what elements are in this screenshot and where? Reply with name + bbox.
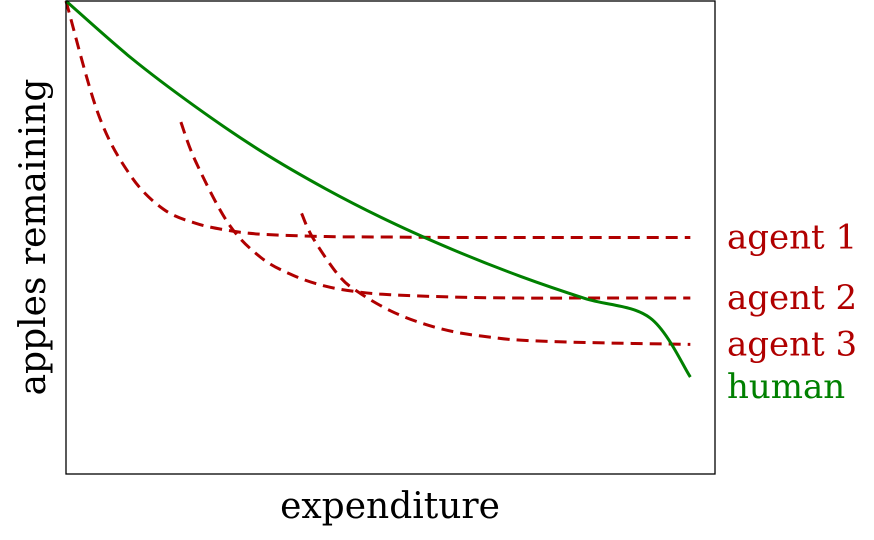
legend: human agent 1 agent 2 agent 3 [727, 218, 857, 408]
series-line-agent-3 [300, 212, 691, 346]
legend-label-agent-2: agent 2 [727, 278, 857, 318]
legend-label-agent-1: agent 1 [727, 218, 857, 258]
x-axis-title: expenditure [280, 486, 500, 527]
series-line-agent-1 [64, 0, 691, 240]
y-axis-title: apples remaining [13, 79, 54, 396]
series-line-agent-2 [179, 121, 691, 300]
plot-frame [65, 0, 716, 475]
legend-label-human: human [727, 367, 845, 407]
series-line-human [65, 0, 692, 378]
series-layer [64, 0, 692, 378]
legend-label-agent-3: agent 3 [727, 324, 857, 364]
